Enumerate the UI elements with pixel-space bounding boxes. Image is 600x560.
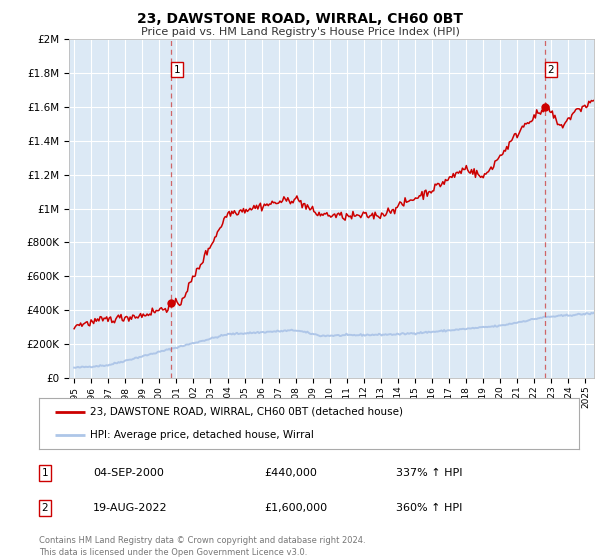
Text: HPI: Average price, detached house, Wirral: HPI: Average price, detached house, Wirr… xyxy=(90,430,314,440)
Text: 23, DAWSTONE ROAD, WIRRAL, CH60 0BT: 23, DAWSTONE ROAD, WIRRAL, CH60 0BT xyxy=(137,12,463,26)
Text: £440,000: £440,000 xyxy=(264,468,317,478)
Text: 23, DAWSTONE ROAD, WIRRAL, CH60 0BT (detached house): 23, DAWSTONE ROAD, WIRRAL, CH60 0BT (det… xyxy=(90,407,403,417)
Text: Price paid vs. HM Land Registry's House Price Index (HPI): Price paid vs. HM Land Registry's House … xyxy=(140,27,460,37)
Text: 360% ↑ HPI: 360% ↑ HPI xyxy=(396,503,463,513)
Text: £1,600,000: £1,600,000 xyxy=(264,503,327,513)
Text: 1: 1 xyxy=(173,65,180,74)
Text: 337% ↑ HPI: 337% ↑ HPI xyxy=(396,468,463,478)
Text: 2: 2 xyxy=(41,503,49,513)
Text: Contains HM Land Registry data © Crown copyright and database right 2024.
This d: Contains HM Land Registry data © Crown c… xyxy=(39,536,365,557)
Text: 1: 1 xyxy=(41,468,49,478)
Text: 04-SEP-2000: 04-SEP-2000 xyxy=(93,468,164,478)
Text: 2: 2 xyxy=(548,65,554,74)
Text: 19-AUG-2022: 19-AUG-2022 xyxy=(93,503,167,513)
